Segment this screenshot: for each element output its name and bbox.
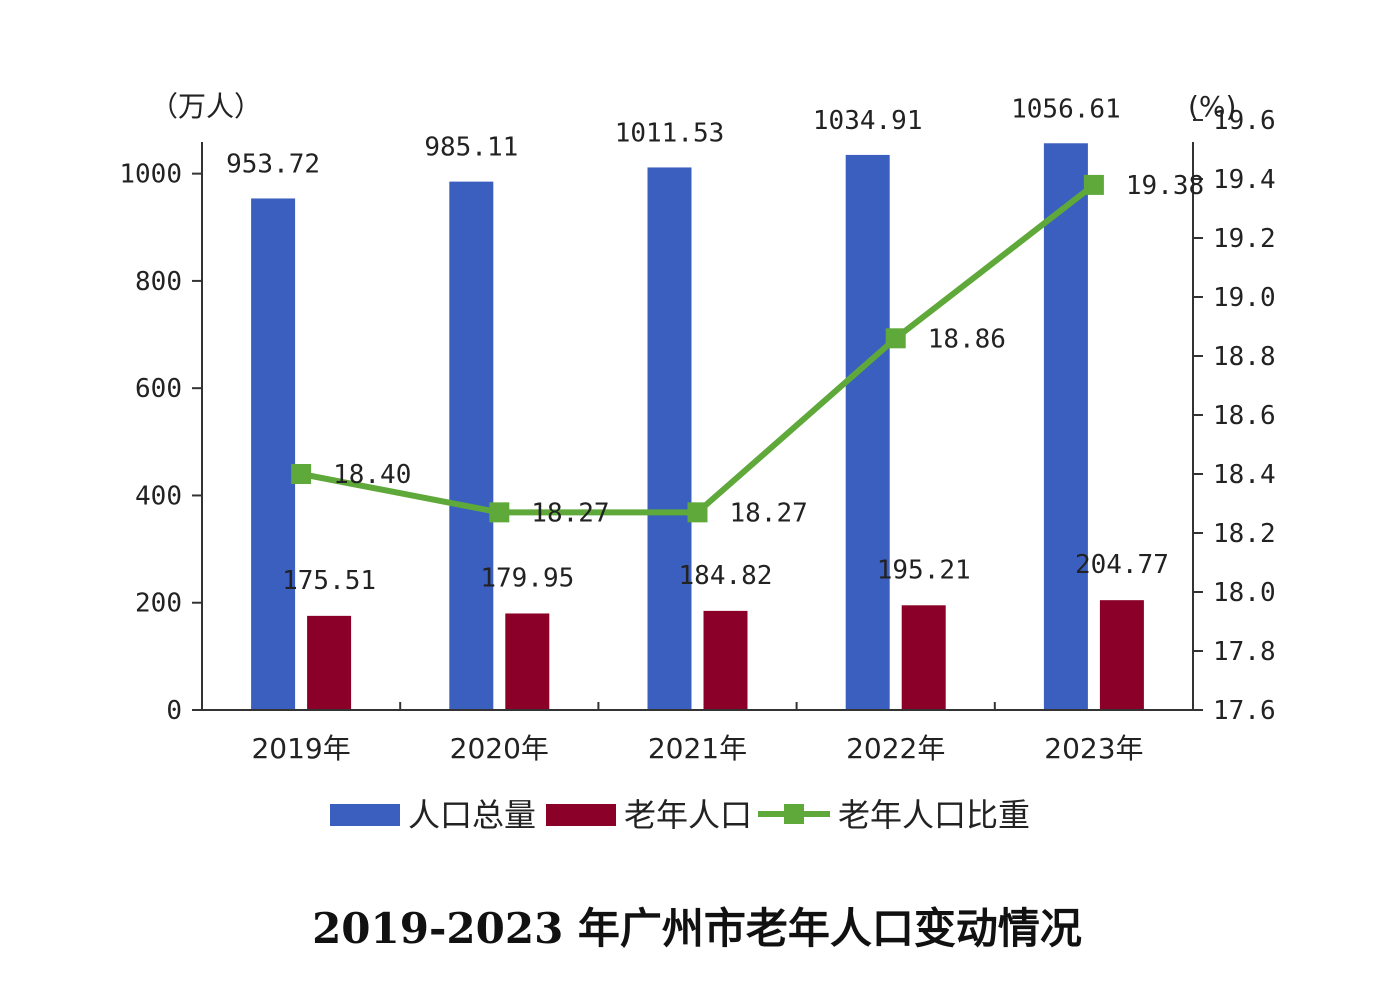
bar-elderly-2 [703,610,748,710]
right-tick-label-5: 18.6 [1213,401,1276,431]
bar-total-label-1: 985.11 [424,133,518,163]
bar-elderly-1 [505,613,550,710]
bar-total-label-3: 1034.91 [813,106,923,136]
right-tick-label-3: 18.2 [1213,519,1276,549]
line-marker-0 [291,464,312,484]
right-tick-label-1: 17.8 [1213,637,1276,667]
bar-elderly-label-2: 184.82 [679,561,773,591]
bar-total-label-4: 1056.61 [1011,94,1121,124]
line-marker-2 [687,502,708,523]
x-tick-label-3: 2022年 [846,732,945,765]
legend-swatch-elderly [546,804,616,826]
legend-marker-ratio [784,804,804,824]
bar-total-label-2: 1011.53 [615,118,725,148]
line-marker-4 [1083,174,1104,195]
bar-total-4 [1043,143,1088,710]
line-label-0: 18.40 [333,460,411,490]
bar-elderly-label-4: 204.77 [1075,550,1169,580]
bar-elderly-label-0: 175.51 [282,566,376,596]
legend-swatch-total [330,804,400,826]
bar-total-3 [845,154,890,710]
right-tick-label-0: 17.6 [1213,696,1276,726]
right-tick-label-6: 18.8 [1213,342,1276,372]
legend-label-ratio: 老年人口比重 [838,796,1030,834]
legend-label-total: 人口总量 [408,796,536,834]
x-tick-label-4: 2023年 [1044,732,1143,765]
chart-title: 2019-2023 年广州市老年人口变动情况 [312,904,1082,953]
bar-total-label-0: 953.72 [226,149,320,179]
right-tick-label-8: 19.2 [1213,224,1276,254]
x-tick-label-0: 2019年 [251,732,350,765]
x-tick-label-1: 2020年 [450,732,549,765]
bar-total-1 [449,181,494,711]
left-tick-label-4: 800 [135,267,182,297]
bar-total-2 [647,167,692,710]
right-tick-label-2: 18.0 [1213,578,1276,608]
right-tick-label-7: 19.0 [1213,283,1276,313]
left-tick-label-0: 0 [166,696,182,726]
line-label-3: 18.86 [928,324,1006,354]
x-tick-label-2: 2021年 [648,732,747,765]
legend-label-elderly: 老年人口 [624,796,752,834]
left-tick-label-1: 200 [135,589,182,619]
left-tick-label-3: 600 [135,374,182,404]
bar-elderly-4 [1099,600,1144,710]
right-axis-unit: (%) [1188,90,1236,123]
left-tick-label-2: 400 [135,481,182,511]
bar-elderly-label-3: 195.21 [877,555,971,585]
left-axis-unit: （万人） [150,90,262,123]
bar-elderly-label-1: 179.95 [480,563,574,593]
line-marker-3 [885,328,906,349]
line-label-2: 18.27 [730,498,808,528]
left-tick-label-5: 1000 [119,160,182,190]
line-marker-1 [489,502,510,523]
right-tick-label-4: 18.4 [1213,460,1276,490]
line-label-4: 19.38 [1126,171,1204,201]
bar-total-0 [251,198,296,710]
bar-elderly-3 [901,605,946,710]
right-tick-label-10: 19.6 [1213,106,1276,136]
bar-elderly-0 [307,615,352,710]
line-label-1: 18.27 [531,498,609,528]
right-tick-label-9: 19.4 [1213,165,1276,195]
